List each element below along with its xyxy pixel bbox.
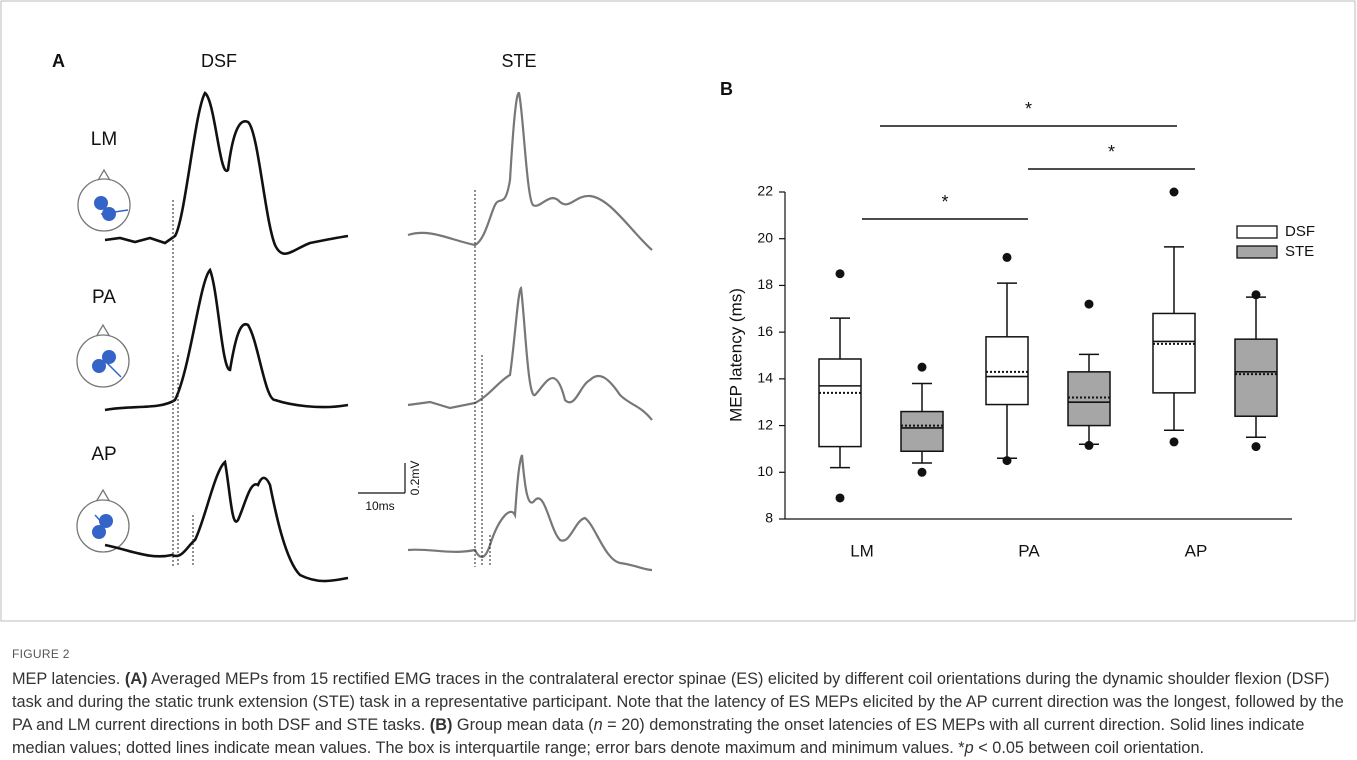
y-tick-label: 20 [757, 229, 773, 245]
caption-text: < 0.05 between coil orientation. [973, 739, 1205, 757]
figure-label: FIGURE 2 [12, 647, 70, 661]
box [985, 336, 1029, 406]
caption-text: (B) [429, 716, 453, 734]
y-tick-label: 16 [757, 323, 773, 339]
outlier [1169, 437, 1179, 447]
y-tick-label: 22 [757, 183, 773, 199]
outlier [1002, 456, 1012, 466]
outlier [835, 269, 845, 279]
x-tick-label: AP [1185, 541, 1208, 560]
significance-label: * [941, 192, 948, 212]
caption-text: Averaged MEPs from 15 rectified EMG trac… [12, 670, 1344, 734]
x-tick-label: PA [1018, 541, 1040, 560]
y-tick-label: 12 [757, 416, 773, 432]
trace-ste [407, 91, 653, 572]
box [818, 358, 862, 448]
outlier [1251, 442, 1261, 452]
trace-dsf [104, 91, 349, 583]
figure: A DSF STE LM PA AP 0.2mV 10ms B MEP late… [0, 0, 1356, 622]
outlier [1002, 252, 1012, 262]
caption-text: = 20) demonstrating the onset latencies … [12, 716, 1305, 757]
box [1152, 312, 1196, 394]
legend-label: DSF [1285, 223, 1315, 240]
scale-bar [358, 463, 406, 494]
row-label: LM [91, 129, 117, 150]
box [900, 410, 944, 453]
outlier [1169, 187, 1179, 197]
caption-text: n [593, 716, 603, 734]
onset-lines [172, 190, 491, 567]
panel-label: B [720, 79, 733, 99]
figure-frame [0, 0, 1356, 622]
y-tick-label: 10 [757, 463, 773, 479]
caption: FIGURE 2 MEP latencies. (A) Averaged MEPs… [12, 643, 1347, 760]
y-tick-label: 18 [757, 276, 773, 292]
y-tick-label: 8 [765, 510, 773, 526]
outlier [835, 493, 845, 503]
row-label: PA [92, 287, 116, 308]
legend-swatch [1236, 225, 1278, 239]
significance-label: * [1108, 142, 1115, 162]
caption-text: MEP latencies. [12, 670, 125, 688]
scale-label: 0.2mV [408, 461, 422, 496]
coil-direction [94, 209, 129, 528]
outlier [1251, 290, 1261, 300]
outlier [1084, 440, 1094, 450]
x-tick-label: LM [850, 541, 874, 560]
caption-text: p [964, 739, 974, 757]
outlier [917, 467, 927, 477]
legend-swatch [1236, 245, 1278, 259]
outlier [917, 362, 927, 372]
column-title: DSF [201, 51, 237, 71]
y-tick-label: 14 [757, 370, 773, 386]
caption-text: Group mean data ( [452, 716, 594, 734]
caption-text: (A) [124, 670, 148, 688]
y-axis-label: MEP latency (ms) [726, 288, 745, 422]
column-title: STE [501, 51, 536, 71]
box [1067, 371, 1111, 427]
panel-label: A [52, 51, 65, 71]
legend-label: STE [1285, 243, 1314, 260]
scale-label: 10ms [365, 499, 394, 513]
outlier [1084, 299, 1094, 309]
row-label: AP [91, 444, 116, 465]
box [1234, 338, 1278, 417]
coil-dots [92, 196, 116, 539]
significance-label: * [1025, 99, 1032, 119]
